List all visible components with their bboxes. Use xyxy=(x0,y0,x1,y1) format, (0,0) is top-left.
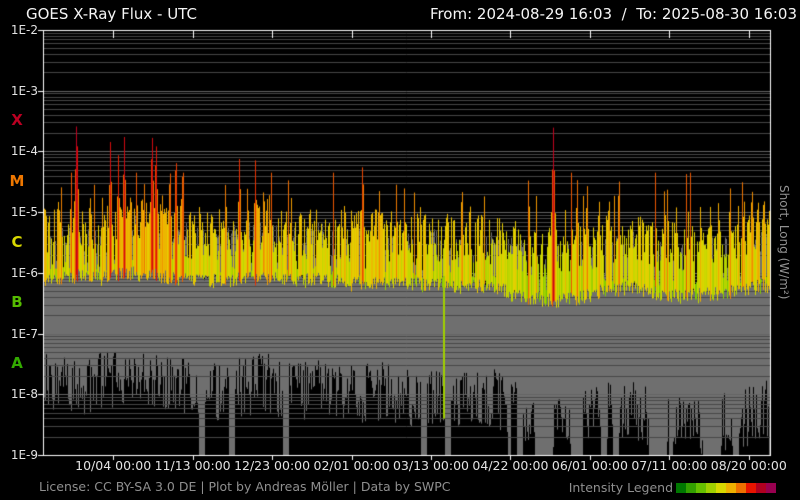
y-axis-tick-label: 1E-5 xyxy=(10,205,38,220)
legend-swatch xyxy=(766,483,776,493)
legend-swatch xyxy=(716,483,726,493)
right-axis-label: Short, Long (W/m²) xyxy=(777,185,791,300)
class-label-m: M xyxy=(9,171,25,190)
intensity-legend-label: Intensity Legend xyxy=(568,480,673,495)
y-axis-tick-label: 1E-6 xyxy=(10,265,38,280)
y-axis-tick-label: 1E-7 xyxy=(10,326,38,341)
legend-swatch xyxy=(686,483,696,493)
legend-swatch xyxy=(756,483,766,493)
license-text: License: CC BY-SA 3.0 DE | Plot by Andre… xyxy=(39,479,451,494)
x-axis-tick-label: 04/22 00:00 xyxy=(472,458,549,473)
class-label-a: A xyxy=(11,353,23,372)
x-axis-tick-label: 07/11 00:00 xyxy=(631,458,708,473)
y-axis-tick-label: 1E-2 xyxy=(10,23,38,37)
x-axis-tick-label: 03/13 00:00 xyxy=(392,458,469,473)
intensity-legend-colorbar xyxy=(676,478,776,497)
x-axis-tick-label: 12/23 00:00 xyxy=(234,458,311,473)
legend-swatch xyxy=(706,483,716,493)
legend-swatch xyxy=(736,483,746,493)
x-axis-tick-label: 06/01 00:00 xyxy=(551,458,628,473)
class-label-b: B xyxy=(11,293,23,312)
legend-swatch xyxy=(726,483,736,493)
y-axis-tick-label: 1E-4 xyxy=(10,144,38,159)
x-axis-tick-label: 11/13 00:00 xyxy=(154,458,231,473)
intensity-legend: Intensity Legend xyxy=(569,478,776,497)
class-label-x: X xyxy=(11,111,23,130)
legend-swatch xyxy=(696,483,706,493)
y-axis-tick-label: 1E-9 xyxy=(10,448,38,462)
legend-swatch xyxy=(676,483,686,493)
y-axis-tick-label: 1E-3 xyxy=(10,83,38,98)
class-label-c: C xyxy=(11,232,23,251)
x-axis-tick-label: 02/01 00:00 xyxy=(313,458,390,473)
x-axis-tick-label: 10/04 00:00 xyxy=(75,458,152,473)
x-axis-tick-label: 08/20 00:00 xyxy=(710,458,787,473)
y-axis-tick-label: 1E-8 xyxy=(10,387,38,402)
legend-swatch xyxy=(746,483,756,493)
